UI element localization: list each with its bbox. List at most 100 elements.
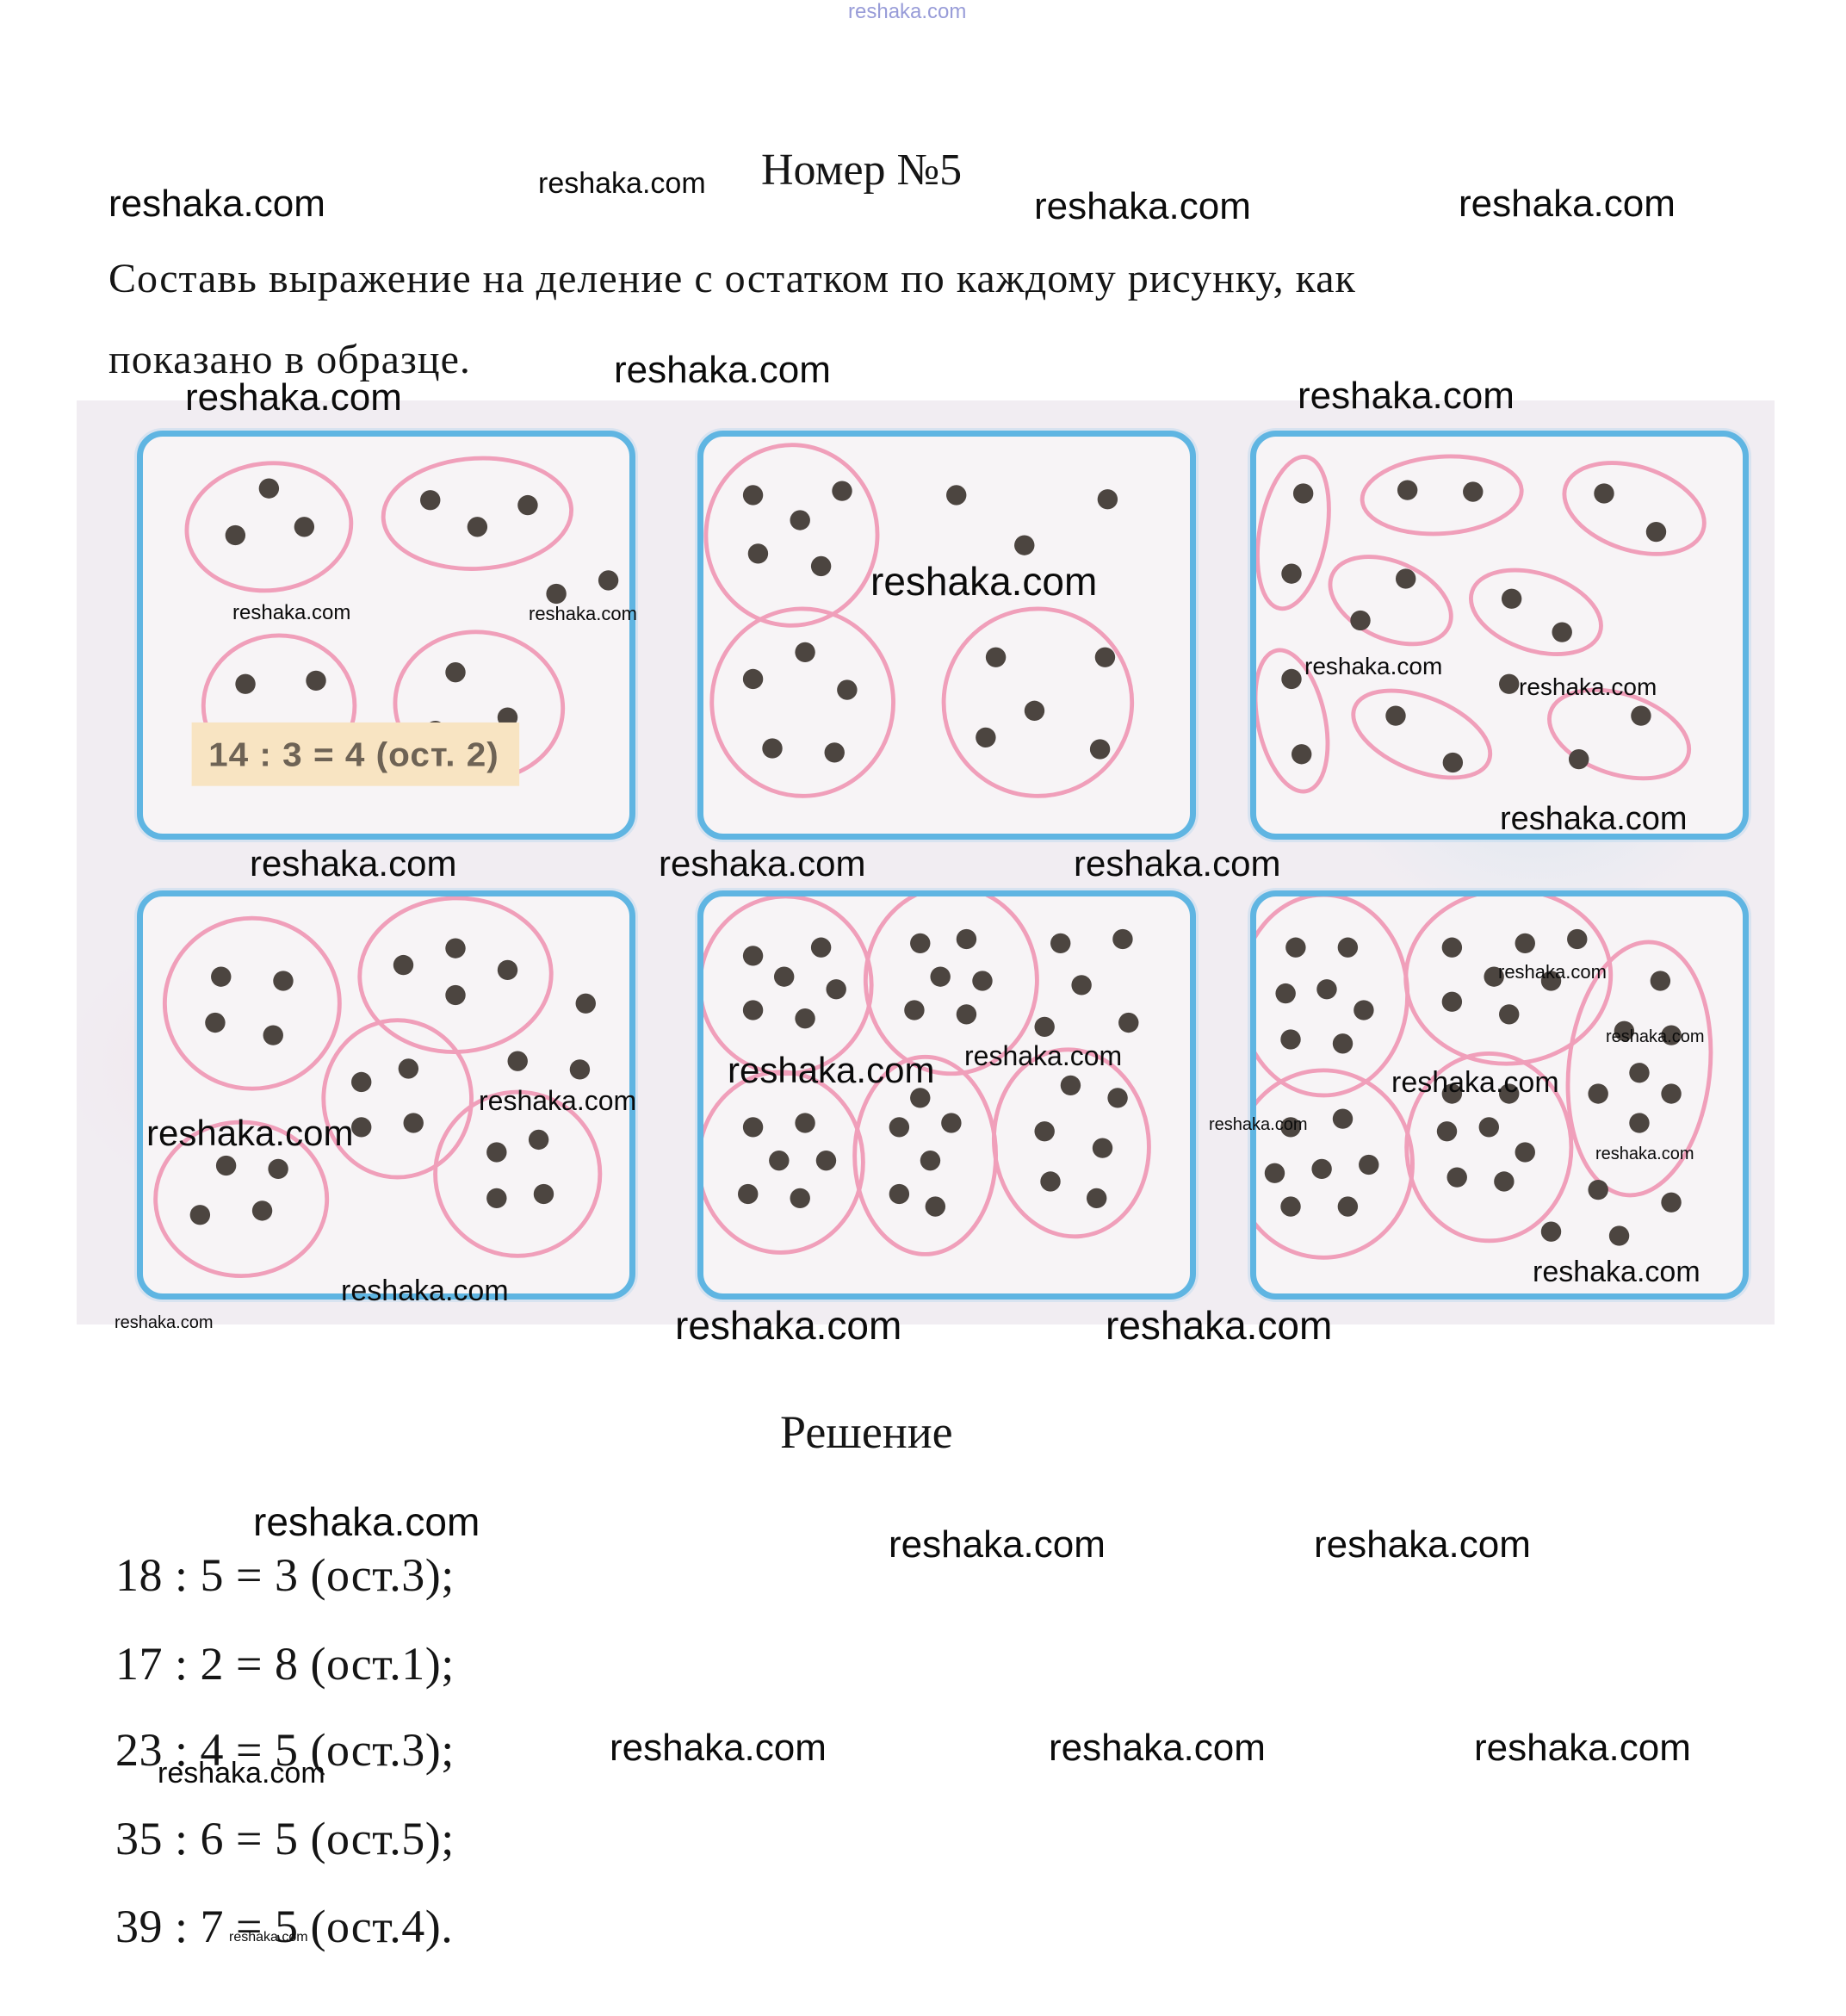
dot xyxy=(1436,1121,1458,1142)
dot xyxy=(420,490,441,511)
dot xyxy=(306,670,326,692)
watermark: reshaka.com xyxy=(610,1727,827,1769)
dot xyxy=(1661,1083,1682,1104)
dot xyxy=(1661,1025,1682,1045)
loose-dot xyxy=(1071,975,1092,996)
dot xyxy=(738,1183,759,1205)
dot xyxy=(445,938,466,958)
dot xyxy=(1385,705,1406,726)
group-outline xyxy=(991,1047,1151,1239)
watermark: reshaka.com xyxy=(232,601,351,624)
panel-canvas xyxy=(1256,896,1713,1260)
watermark: reshaka.com xyxy=(1209,1115,1308,1134)
dot xyxy=(403,1113,424,1133)
watermark: reshaka.com xyxy=(115,1313,214,1332)
loose-dot xyxy=(546,583,567,605)
watermark: reshaka.com xyxy=(889,1523,1106,1566)
dot xyxy=(294,517,315,537)
dot xyxy=(1354,1000,1374,1020)
dot xyxy=(1332,1108,1354,1129)
watermark: reshaka.com xyxy=(870,559,1098,604)
dot xyxy=(810,555,832,577)
dot xyxy=(205,1012,226,1033)
dot xyxy=(815,1151,837,1171)
dot xyxy=(1034,1121,1055,1142)
dot xyxy=(273,971,294,991)
watermark: reshaka.com xyxy=(964,1040,1123,1071)
dot xyxy=(1515,933,1535,953)
dot xyxy=(486,1188,507,1209)
dot xyxy=(920,1151,941,1171)
dot xyxy=(445,984,466,1006)
dot xyxy=(976,727,996,748)
watermark: reshaka.com xyxy=(185,376,402,419)
loose-dot xyxy=(1050,933,1071,953)
dot xyxy=(742,1000,764,1020)
group-outline xyxy=(709,606,895,798)
group-outline xyxy=(1351,688,1493,780)
example-label: 14 : 3 = 4 (ост. 2) xyxy=(208,736,499,773)
loose-dot xyxy=(569,1059,591,1080)
watermark: reshaka.com xyxy=(529,603,637,624)
group-outline xyxy=(1565,940,1713,1198)
dot xyxy=(268,1158,288,1180)
dot xyxy=(1264,1163,1285,1183)
loose-dot xyxy=(507,1051,528,1071)
dot xyxy=(1337,937,1359,958)
watermark: reshaka.com xyxy=(675,1303,902,1348)
page-title: Номер №5 xyxy=(761,146,963,195)
task-text-line2: показано в образце. xyxy=(108,337,471,382)
panel-18-by-5 xyxy=(697,431,1196,840)
dot xyxy=(1280,1196,1301,1217)
dot xyxy=(235,673,256,694)
group-outline xyxy=(1404,1051,1574,1244)
group-outline xyxy=(153,1120,330,1279)
dot xyxy=(747,543,769,564)
dot xyxy=(351,1071,372,1093)
dot xyxy=(1446,1167,1467,1188)
loose-dot xyxy=(1540,1221,1562,1242)
dot xyxy=(762,738,783,759)
loose-dot xyxy=(1112,928,1133,950)
example-strip xyxy=(191,722,520,786)
dot xyxy=(826,979,846,1000)
loose-dot xyxy=(575,993,596,1014)
figure-division-pictures: 14 : 3 = 4 (ост. 2) xyxy=(77,400,1775,1324)
group-outline xyxy=(381,456,574,571)
dot xyxy=(1569,748,1589,770)
group-outline xyxy=(1256,454,1331,611)
dot xyxy=(1350,610,1371,631)
dot xyxy=(1316,979,1337,1000)
watermark: reshaka.com xyxy=(1533,1256,1700,1288)
dot xyxy=(1629,1063,1650,1083)
watermark: reshaka.com xyxy=(1074,843,1281,884)
dot xyxy=(1441,937,1463,958)
dot xyxy=(189,1205,211,1225)
loose-dot xyxy=(1014,535,1035,555)
dot xyxy=(1292,483,1314,504)
group-outline xyxy=(1328,555,1453,647)
dot xyxy=(1040,1171,1061,1192)
dot xyxy=(790,510,810,530)
loose-dot xyxy=(1499,673,1520,694)
dot xyxy=(1484,966,1504,987)
group-outline xyxy=(1403,896,1614,1066)
dot xyxy=(398,1058,419,1079)
dot xyxy=(1650,971,1671,991)
dot xyxy=(1285,937,1306,958)
panel-canvas xyxy=(1256,454,1707,794)
panel-canvas: 14 : 3 = 4 (ост. 2) xyxy=(184,456,619,786)
dot xyxy=(533,1183,554,1205)
dot xyxy=(889,1183,910,1205)
dot xyxy=(889,1117,910,1138)
watermark: reshaka.com xyxy=(479,1085,637,1116)
dot xyxy=(795,1113,815,1133)
panel-example: 14 : 3 = 4 (ост. 2) xyxy=(137,431,635,840)
watermark: reshaka.com xyxy=(1595,1144,1694,1163)
loose-dot xyxy=(1097,489,1118,510)
dot xyxy=(1397,480,1418,500)
watermark: reshaka.com xyxy=(1474,1727,1691,1769)
dot xyxy=(742,946,764,966)
dot xyxy=(1092,1138,1113,1158)
watermark: reshaka.com xyxy=(253,1499,480,1544)
